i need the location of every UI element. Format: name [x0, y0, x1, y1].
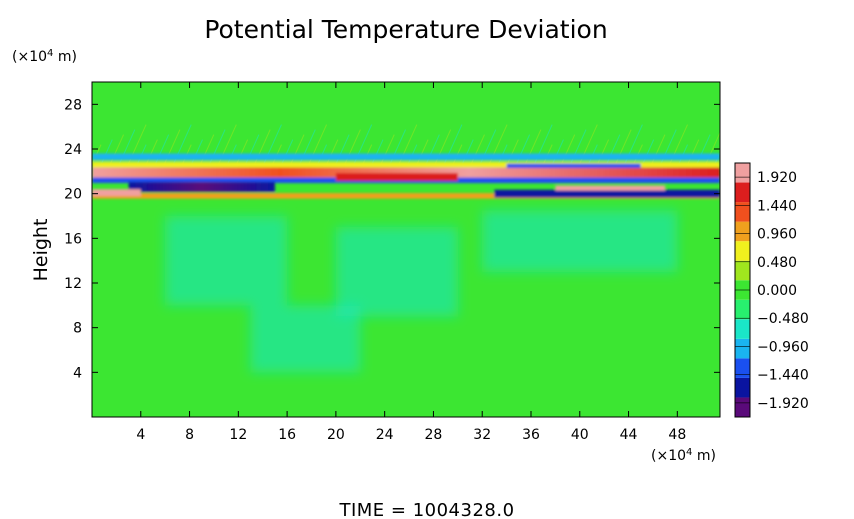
band-right-negative	[494, 189, 720, 198]
x-tick-label: 8	[185, 427, 194, 443]
y-tick-label: 12	[64, 276, 82, 292]
band-upper-yellow	[92, 161, 720, 168]
x-tick-label: 28	[425, 427, 443, 443]
heatmap-cyan-region	[165, 210, 678, 373]
band-left-negative	[128, 181, 275, 192]
x-tick-label: 20	[327, 427, 345, 443]
time-readout: TIME = 1004328.0	[338, 500, 514, 519]
y-tick-label: 8	[73, 321, 82, 337]
y-axis-label: Height	[30, 219, 52, 282]
colorbar-swatch	[735, 319, 750, 339]
x-tick-label: 16	[278, 427, 296, 443]
colorbar-tick-label: −1.440	[757, 368, 809, 384]
colorbar-swatch	[735, 377, 750, 398]
x-tick-label: 44	[620, 427, 638, 443]
colorbar-tick-label: 1.440	[757, 198, 797, 214]
band-upper-cyan	[92, 153, 720, 161]
colorbar-tick-label: 0.000	[757, 283, 797, 299]
x-axis-unit: (×104 m)	[651, 447, 716, 465]
colorbar-tick-label: 0.960	[757, 227, 797, 243]
band-upper-positive	[92, 167, 720, 178]
y-axis-unit: (×104 m)	[12, 48, 77, 66]
x-tick-label: 48	[668, 427, 686, 443]
colorbar-tick-label: −0.960	[757, 339, 809, 355]
x-tick-label: 36	[522, 427, 540, 443]
colorbar-swatch	[735, 163, 750, 183]
colorbar-tick-label: −0.480	[757, 311, 809, 327]
colorbar-swatch	[735, 338, 750, 359]
x-tick-label: 40	[571, 427, 589, 443]
y-tick-label: 20	[64, 187, 82, 203]
y-tick-label: 28	[64, 97, 82, 113]
band-lower-orange	[92, 193, 720, 199]
band-right-upper-blue	[506, 163, 641, 168]
colorbar-tick-label: 0.480	[757, 255, 797, 271]
colorbar-swatch	[735, 358, 750, 378]
y-tick-label: 24	[64, 142, 82, 158]
y-tick-label: 4	[73, 365, 82, 381]
heatmap-ripples	[92, 124, 720, 165]
x-tick-label: 32	[473, 427, 491, 443]
x-tick-label: 24	[376, 427, 394, 443]
plot-area	[92, 82, 720, 417]
colorbar: 1.920 1.440 0.960 0.480 0.000 −0.480 −0.960 −1.…	[734, 162, 809, 418]
colorbar-tick-label: 1.920	[757, 170, 797, 186]
colorbar-tick-label: −1.920	[757, 396, 809, 412]
colorbar-swatch	[735, 241, 750, 261]
plot-frame	[91, 81, 721, 418]
colorbar-swatch	[735, 397, 750, 417]
y-tick-label: 16	[64, 231, 82, 247]
x-tick-label: 4	[136, 427, 145, 443]
colorbar-swatch	[735, 221, 750, 242]
band-right-pink	[555, 185, 666, 191]
y-axis-ticks: 4 8 12 16 20 24 28	[64, 97, 720, 381]
colorbar-swatch	[735, 260, 750, 281]
colorbar-swatch	[735, 299, 750, 320]
x-axis-ticks: 4 8 12 16 20 24 28 32 36 40 44 48	[136, 82, 686, 443]
colorbar-swatch	[735, 182, 750, 203]
band-left-pink	[92, 189, 141, 196]
colorbar-swatch	[735, 202, 750, 222]
heatmap-bands	[92, 153, 720, 199]
band-center-red	[335, 173, 458, 181]
chart-title: Potential Temperature Deviation	[204, 15, 607, 44]
x-tick-label: 12	[229, 427, 247, 443]
